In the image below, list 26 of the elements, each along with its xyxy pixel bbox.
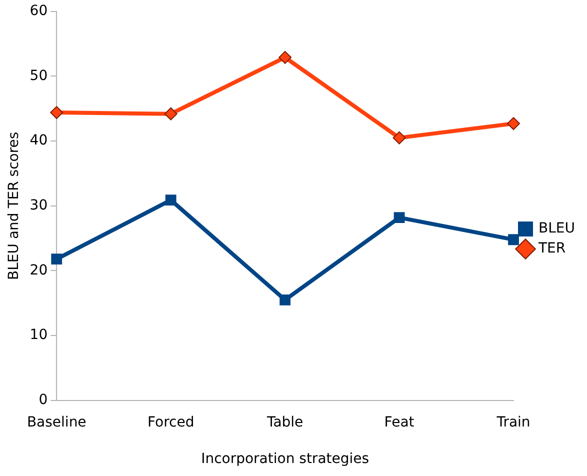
y-tick-label: 0 [38, 392, 48, 408]
x-tick-label: Feat [384, 414, 415, 430]
y-tick-label: 60 [30, 3, 48, 20]
point [507, 117, 520, 130]
x-tick-label: Forced [147, 414, 194, 430]
point [278, 50, 292, 64]
point [164, 107, 178, 120]
x-tick-label: Table [266, 414, 304, 430]
point [50, 106, 64, 120]
y-tick-label: 50 [30, 68, 48, 84]
point [51, 254, 62, 265]
point [165, 194, 176, 206]
legend-label: TER [538, 240, 566, 257]
x-axis-title: Incorporation strategies [201, 451, 370, 468]
legend-label: BLEU [538, 220, 576, 237]
x-tick-label: Baseline [26, 414, 86, 430]
y-tick-label: 20 [30, 262, 48, 278]
point [392, 131, 406, 144]
y-tick-label: 10 [30, 327, 48, 344]
point [508, 234, 519, 246]
point [280, 294, 291, 306]
y-tick-label: 40 [30, 132, 48, 149]
y-axis-title: BLEU and TER scores [6, 132, 22, 280]
x-tick-label: Train [496, 414, 530, 430]
point [394, 212, 405, 224]
y-tick-label: 30 [30, 198, 48, 214]
